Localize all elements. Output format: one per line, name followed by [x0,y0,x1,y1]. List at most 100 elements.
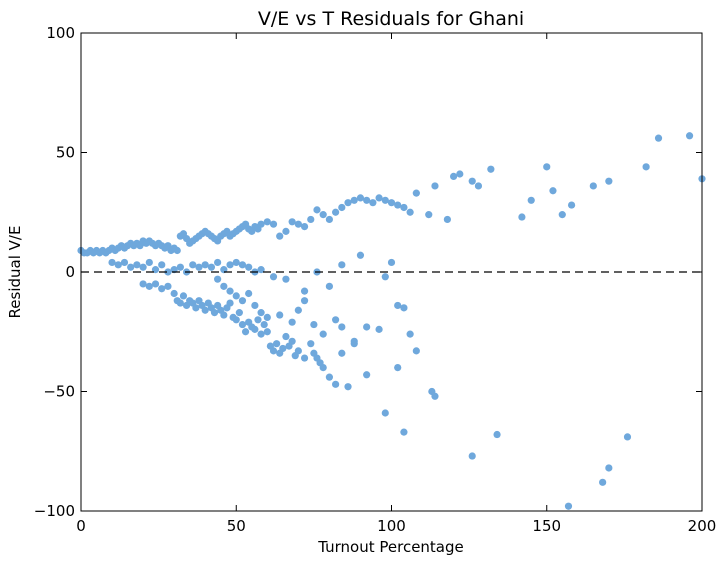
y-axis-label: Residual V/E [6,226,24,319]
data-point [235,309,243,317]
data-point [319,330,327,338]
data-point [195,263,203,271]
data-point [599,478,607,486]
data-point [338,323,346,331]
data-point [487,165,495,173]
plot-frame [80,32,703,512]
data-point [158,261,166,269]
data-point [350,196,358,204]
data-point [642,163,650,171]
data-point [288,218,296,226]
data-point [170,289,178,298]
data-point [369,199,377,207]
x-tick-label: 200 [688,517,717,535]
data-point [394,201,402,209]
data-point [179,292,188,300]
data-point [344,199,352,207]
data-point [605,177,613,185]
data-point [493,430,501,439]
data-point [344,383,352,391]
y-tick-label: 0 [65,263,75,281]
data-point [300,297,309,305]
y-tick-label: 50 [56,144,75,162]
data-point [307,215,315,224]
data-point [338,203,346,212]
data-point [332,380,340,388]
data-point [319,211,327,219]
y-tick-label: 100 [46,24,75,42]
data-point [276,232,284,240]
data-point [338,349,346,357]
data-point [201,306,209,314]
data-point [313,206,321,214]
data-point [189,261,197,269]
data-point [363,371,371,379]
data-point [257,309,265,317]
data-point [381,196,389,204]
y-tick-label: −50 [43,383,75,401]
data-point [164,282,172,290]
data-point [406,208,414,216]
data-point [145,258,153,267]
data-point [245,289,253,298]
x-tick-label: 0 [76,517,86,535]
data-point [450,172,458,180]
data-point [394,301,402,310]
data-point [589,182,597,190]
data-point [210,309,219,317]
data-point [300,287,309,295]
data-point [263,218,271,226]
data-point [400,203,408,212]
data-point [164,268,172,276]
data-point [332,316,340,324]
data-point [400,428,408,436]
data-point [214,258,222,267]
data-point [394,364,402,372]
data-point [238,320,247,329]
data-point [245,263,253,271]
data-point [176,263,184,271]
data-point [226,287,234,295]
data-point [232,316,240,324]
data-point [350,337,358,345]
data-point [356,251,365,259]
data-point [232,258,240,267]
data-point [518,213,526,221]
data-point [241,328,250,336]
data-point [527,196,535,204]
data-point [139,280,147,288]
data-point [325,373,333,381]
data-point [214,275,222,283]
data-point [269,220,278,228]
data-point [294,220,302,228]
data-point [325,282,333,290]
data-point [269,347,278,355]
data-point [654,134,663,142]
data-point [288,318,296,326]
data-point [623,433,632,441]
data-point [254,316,262,324]
data-point [325,215,333,224]
data-point [468,452,476,460]
data-point [363,323,371,331]
data-point [387,199,396,207]
data-point [158,285,166,293]
data-point [226,261,234,269]
data-point [307,340,315,348]
data-point [549,187,557,195]
data-point [263,328,271,336]
data-point [273,340,281,348]
data-point [412,347,420,355]
data-point [685,132,694,140]
data-point [319,364,327,372]
data-point [151,280,160,288]
data-point [251,301,259,310]
data-point [338,261,346,269]
data-point [300,354,309,362]
data-point [176,299,184,307]
data-point [133,261,141,269]
data-point [232,292,240,300]
data-point [226,299,234,307]
data-point [300,222,309,231]
data-point [375,194,383,202]
